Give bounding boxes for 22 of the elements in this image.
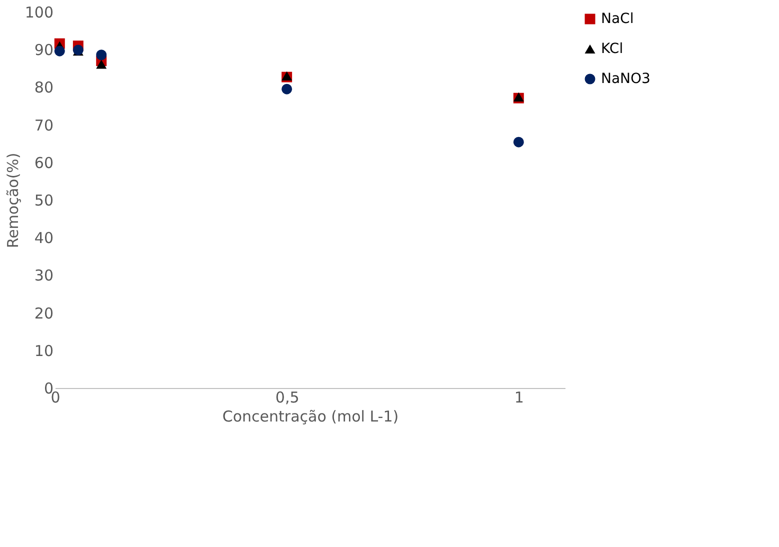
- x-tick-label: 1: [514, 388, 524, 406]
- y-tick-label: 80: [34, 78, 54, 97]
- y-tick-label: 20: [34, 304, 54, 322]
- point: [96, 50, 107, 60]
- point: [282, 84, 292, 94]
- point: [513, 136, 524, 148]
- y-tick-label: 50: [34, 192, 54, 210]
- point: [96, 60, 107, 69]
- legend-label: KCl: [601, 41, 624, 57]
- y-tick-label: 30: [34, 266, 54, 285]
- y-tick-label: 40: [34, 229, 54, 248]
- y-tick-label: 10: [34, 342, 54, 360]
- y-tick-label: 100: [24, 4, 54, 22]
- y-tick-label: 90: [34, 41, 54, 60]
- x-tick-label: 0,5: [275, 388, 300, 406]
- y-tick-label: 60: [34, 154, 54, 172]
- legend-label: NaCl: [601, 11, 634, 27]
- legend-label: NaNO3: [601, 71, 650, 87]
- y-tick-label: 70: [34, 116, 54, 134]
- x-axis-title: Concentração (mol L-1): [222, 408, 399, 426]
- y-axis-title: Remoção(%): [4, 152, 22, 248]
- point: [54, 46, 65, 56]
